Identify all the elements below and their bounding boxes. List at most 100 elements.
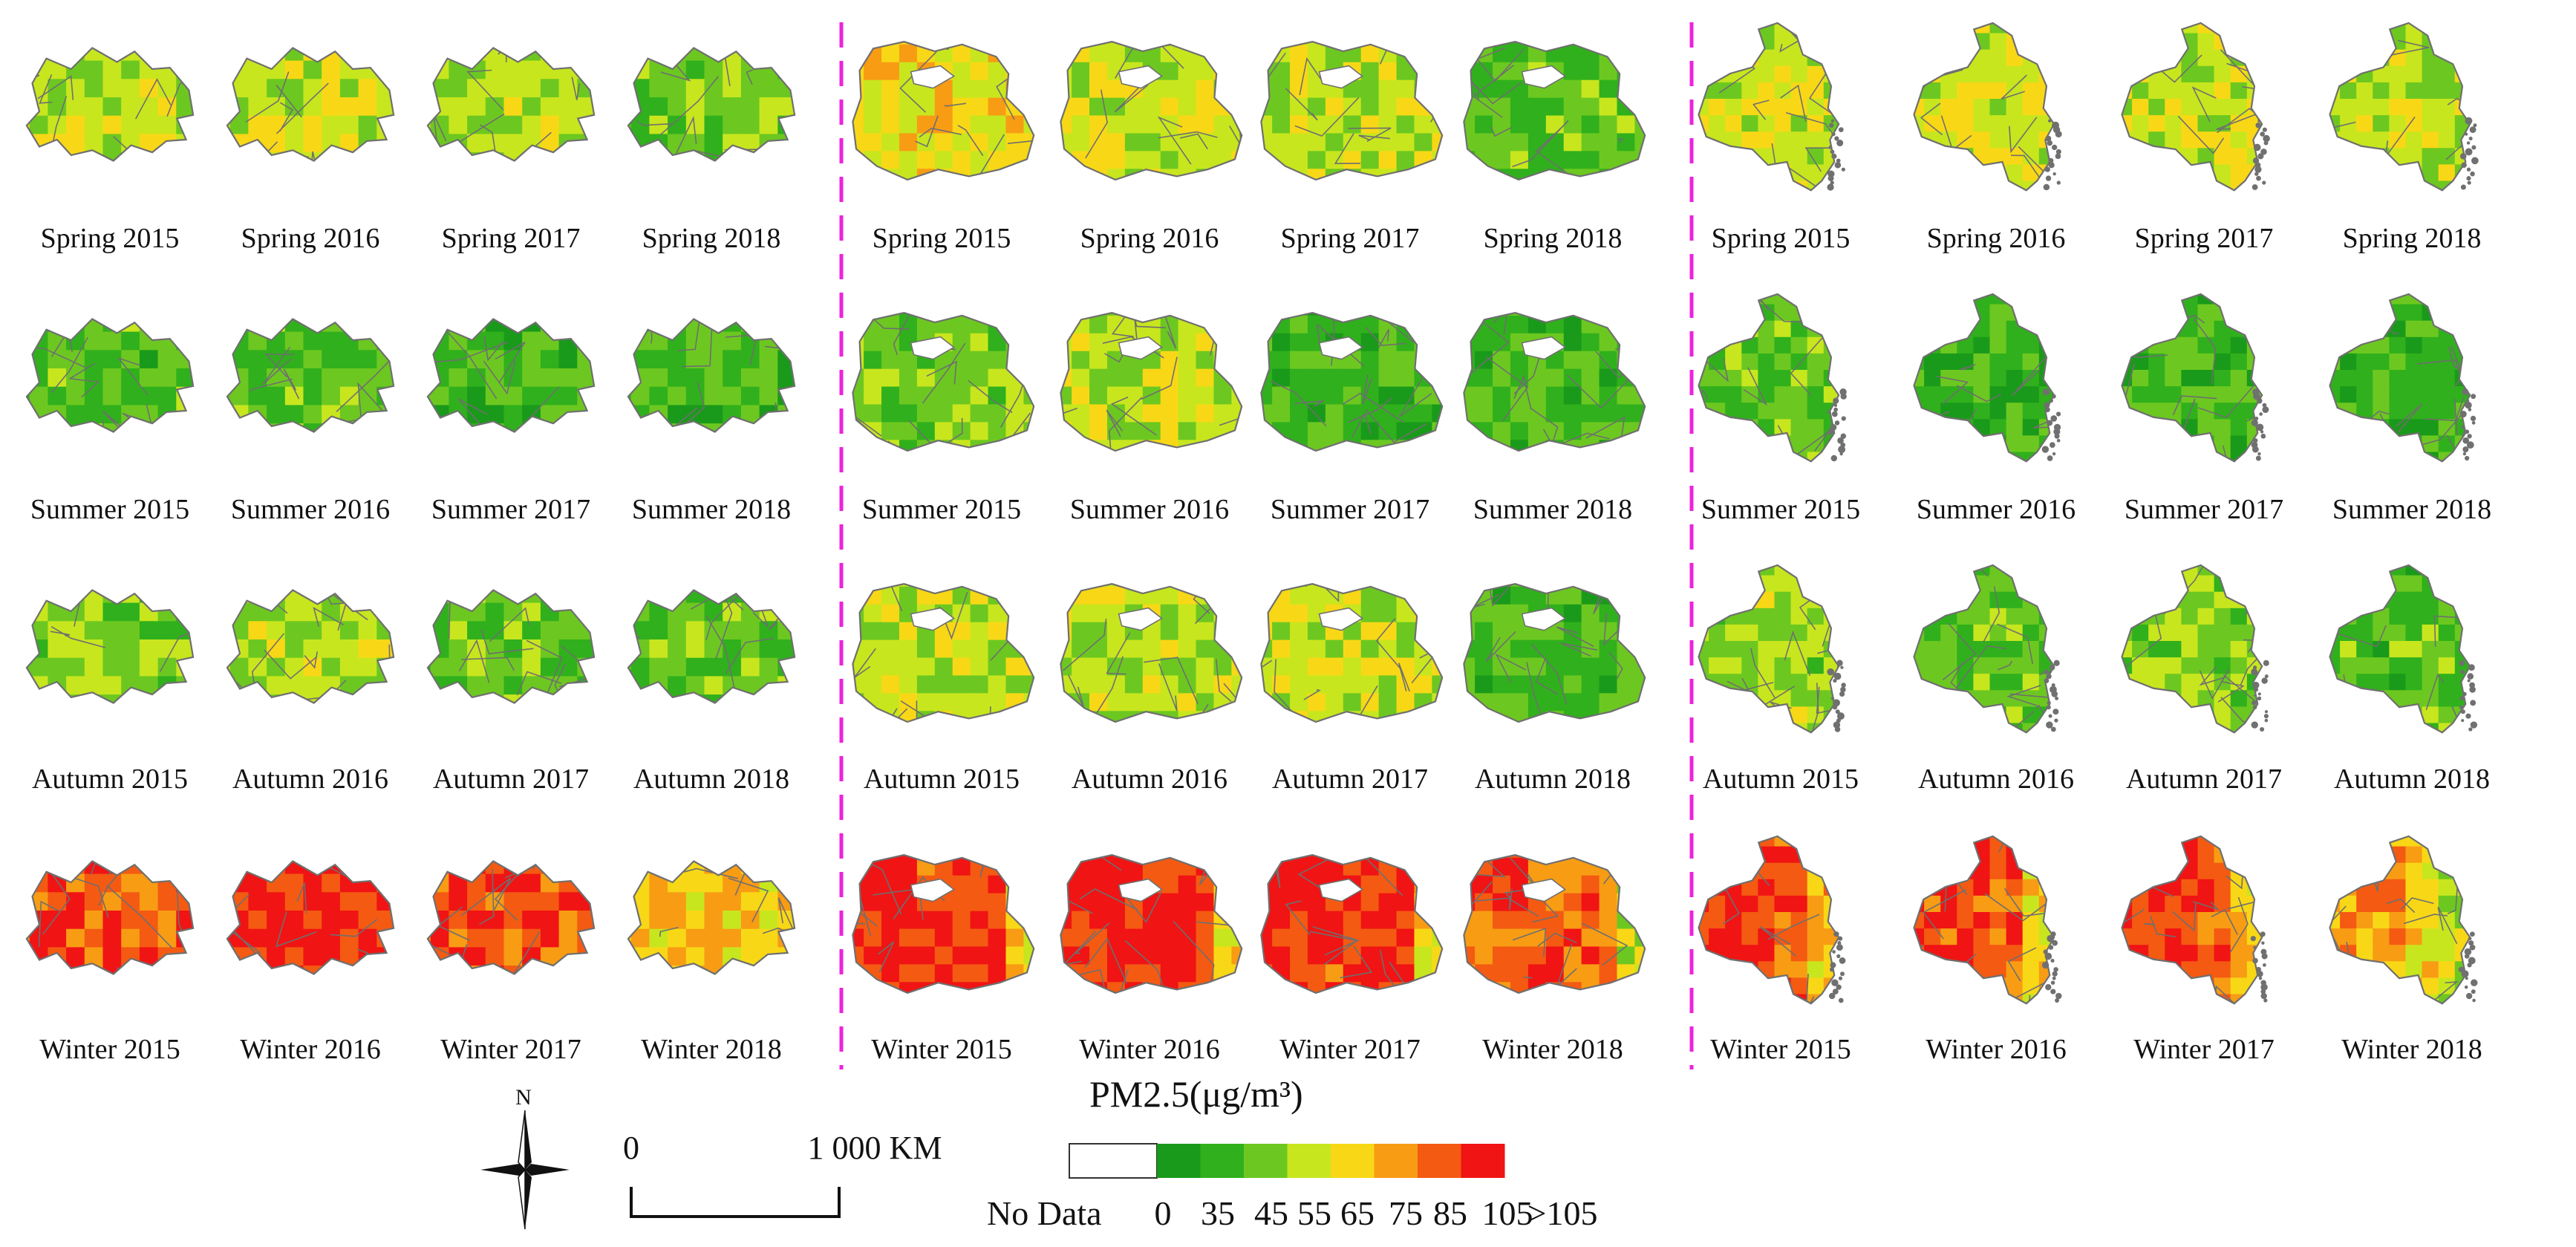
- district-cell: [1290, 133, 1308, 152]
- district-cell: [1741, 198, 1758, 215]
- district-cell: [322, 60, 341, 80]
- district-cell: [322, 368, 341, 388]
- district-cell: [760, 460, 779, 480]
- map-panel-label: Winter 2017: [1279, 1034, 1420, 1065]
- district-cell: [522, 694, 541, 703]
- district-cell: [195, 134, 214, 153]
- district-cell: [449, 134, 469, 154]
- district-boundary-line: [53, 0, 111, 39]
- district-cell: [1005, 475, 1024, 494]
- district-cell: [467, 713, 486, 732]
- district-cell: [395, 966, 414, 985]
- district-cell: [395, 603, 414, 622]
- district-cell: [248, 423, 268, 432]
- district-cell: [541, 189, 560, 209]
- district-cell: [230, 1003, 250, 1022]
- district-cell: [1528, 280, 1547, 299]
- district-cell: [1326, 204, 1344, 223]
- district-cell: [504, 1003, 524, 1022]
- district-boundary-line: [1086, 546, 1124, 582]
- district-cell: [899, 586, 918, 605]
- district-cell: [1143, 475, 1161, 494]
- district-cell: [85, 566, 104, 585]
- district-cell: [340, 566, 359, 585]
- district-cell: [1397, 746, 1415, 765]
- map-districts: [212, 861, 414, 1022]
- district-cell: [988, 280, 1007, 299]
- district-cell: [1231, 368, 1242, 388]
- district-cell: [1360, 333, 1380, 352]
- district-cell: [1124, 639, 1144, 659]
- district-cell: [668, 171, 687, 190]
- district-cell: [431, 460, 450, 480]
- district-cell: [540, 966, 560, 974]
- district-cell: [1290, 9, 1308, 27]
- district-cell: [248, 1003, 267, 1022]
- district-cell: [84, 676, 104, 696]
- district-cell: [1493, 186, 1511, 205]
- district-boundary-line: [746, 69, 753, 85]
- district-cell: [395, 478, 414, 498]
- district-cell: [988, 893, 1007, 912]
- district-cell: [916, 151, 936, 170]
- district-cell: [427, 590, 431, 604]
- district-cell: [704, 873, 724, 893]
- district-cell: [1060, 315, 1073, 334]
- district-cell: [1213, 204, 1232, 223]
- district-cell: [1528, 204, 1547, 223]
- district-boundary-line: [1348, 397, 1393, 423]
- district-cell: [1545, 657, 1565, 677]
- district-cell: [1856, 17, 1874, 34]
- district-cell: [970, 875, 989, 894]
- district-cell: [1272, 1000, 1291, 1018]
- district-cell: [649, 277, 668, 296]
- district-cell: [1581, 422, 1600, 441]
- district-cell: [1178, 551, 1197, 570]
- district-cell: [212, 1003, 231, 1022]
- district-cell: [668, 97, 687, 117]
- district-cell: [1599, 622, 1618, 641]
- district-cell: [176, 350, 194, 369]
- district-cell: [777, 368, 795, 388]
- district-cell: [1161, 822, 1179, 841]
- district-cell: [248, 566, 267, 585]
- district-cell: [1254, 746, 1273, 765]
- district-cell: [935, 458, 953, 476]
- district-cell: [760, 984, 779, 1003]
- region-outline: [226, 318, 395, 433]
- district-cell: [1546, 9, 1565, 27]
- district-cell: [66, 1003, 85, 1022]
- district-cell: [303, 676, 323, 696]
- district-cell: [1072, 982, 1091, 993]
- district-cell: [121, 79, 140, 98]
- district-boundary-line: [310, 151, 325, 161]
- district-cell: [1160, 982, 1179, 993]
- district-cell: [176, 966, 194, 974]
- district-boundary-line: [877, 827, 907, 847]
- district-cell: [916, 313, 936, 316]
- district-cell: [395, 929, 414, 948]
- district-cell: [449, 423, 469, 432]
- district-cell: [102, 639, 123, 659]
- district-cell: [1582, 746, 1600, 765]
- district-cell: [1178, 204, 1197, 223]
- district-cell: [631, 732, 650, 751]
- district-cell: [1272, 9, 1291, 27]
- district-cell: [176, 819, 195, 839]
- district-cell: [1432, 875, 1443, 894]
- district-cell: [29, 966, 49, 974]
- district-cell: [1125, 458, 1144, 476]
- district-cell: [522, 1003, 541, 1022]
- district-cell: [376, 566, 396, 585]
- district-cell: [1581, 151, 1600, 170]
- district-cell: [48, 97, 68, 117]
- district-cell: [431, 732, 450, 751]
- district-cell: [596, 387, 615, 406]
- region-outline: [1260, 854, 1444, 994]
- district-cell: [195, 6, 214, 25]
- district-cell: [596, 947, 615, 966]
- district-boundary-line: [1490, 126, 1512, 137]
- district-cell: [1072, 584, 1091, 587]
- district-cell: [121, 97, 140, 117]
- district-cell: [84, 60, 104, 80]
